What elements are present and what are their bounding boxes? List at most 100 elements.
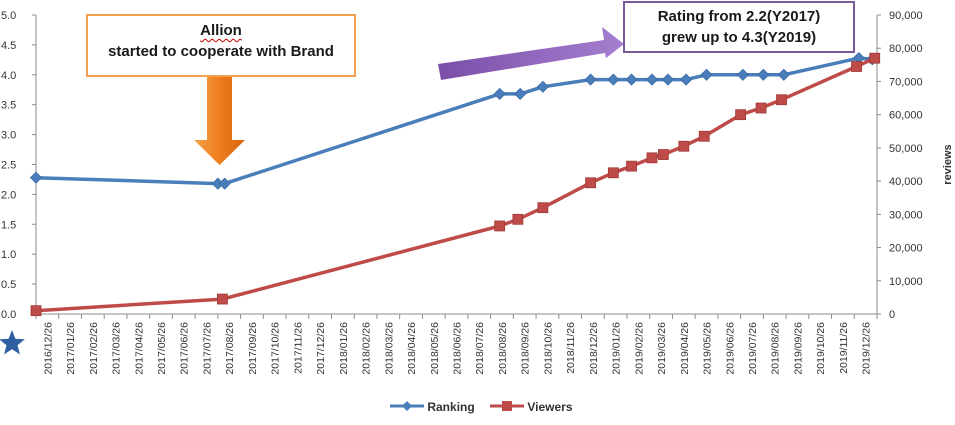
x-tick-label: 2017/05/26: [156, 322, 168, 375]
left-tick-label: 0.0: [1, 309, 16, 321]
decor-layer: [0, 27, 624, 355]
x-tick-label: 2018/11/26: [565, 322, 577, 374]
rating-callout-line1: Rating from 2.2(Y2017): [657, 8, 821, 25]
left-tick-label: 3.0: [1, 130, 16, 142]
viewers-point: [626, 160, 637, 172]
rating-callout: Rating from 2.2(Y2017) grew up to 4.3(Y2…: [623, 1, 855, 53]
ranking-point: [536, 80, 549, 93]
ranking-point: [736, 68, 749, 81]
x-tick-label: 2018/10/26: [542, 322, 554, 375]
left-tick-label: 2.0: [1, 189, 16, 201]
x-tick-label: 2019/09/26: [792, 322, 804, 375]
allion-callout-line1: Allion: [200, 22, 242, 39]
ranking-point: [29, 171, 43, 184]
ranking-point: [680, 73, 693, 86]
left-tick-label: 1.0: [1, 249, 16, 261]
x-tick-label: 2017/11/26: [292, 322, 304, 374]
viewers-point: [585, 177, 597, 189]
x-tick-label: 2016/12/26: [42, 322, 54, 375]
axes-layer: 0.0 0.5 1.0 1.5 2.0 2.5 3.0 3.5 4.0 4.5 5.0 0 10,000…: [1, 10, 954, 375]
x-tick-label: 2017/12/26: [315, 322, 327, 375]
x-tick-label: 2017/03/26: [111, 322, 123, 375]
right-tick-label: 60,000: [889, 110, 923, 122]
viewers-point: [537, 202, 549, 214]
x-tick-label: 2017/04/26: [133, 322, 145, 375]
legend-ranking: Ranking: [390, 399, 475, 414]
ranking-point: [700, 68, 713, 81]
left-tick-label: 1.5: [1, 219, 16, 231]
x-tick-label: 2017/09/26: [247, 322, 259, 375]
viewers-point: [678, 140, 690, 152]
left-tick-label: 4.5: [1, 40, 16, 52]
x-tick-label: 2019/05/26: [702, 322, 714, 375]
viewers-point: [494, 220, 506, 232]
x-tick-label: 2019/08/26: [770, 322, 782, 375]
viewers-point: [30, 305, 42, 317]
x-tick-label: 2019/07/26: [747, 322, 759, 375]
x-tick-label: 2017/06/26: [179, 322, 191, 375]
left-tick-label: 2.5: [1, 160, 16, 172]
right-axis-title: reviews: [942, 144, 954, 184]
ranking-point: [645, 73, 659, 86]
ranking-point: [625, 73, 638, 86]
x-tick-label: 2018/12/26: [588, 322, 600, 375]
ranking-point: [757, 68, 770, 81]
x-tick-label: 2017/10/26: [270, 322, 282, 375]
ranking-point: [607, 73, 620, 86]
x-tick-label: 2018/08/26: [497, 322, 509, 375]
x-tick-label: 2018/09/26: [520, 322, 532, 375]
x-tick-label: 2018/04/26: [406, 322, 418, 375]
series-layer: [29, 51, 881, 317]
x-tick-label: 2019/02/26: [633, 322, 645, 375]
x-tick-label: 2017/08/26: [224, 322, 236, 375]
legend-viewers: Viewers: [490, 399, 573, 414]
x-tick-label: 2019/10/26: [815, 322, 827, 375]
ranking-point: [661, 73, 674, 86]
left-tick-label: 3.5: [1, 100, 16, 112]
down-arrow-icon: [194, 77, 245, 165]
x-tick-label: 2018/06/26: [452, 322, 464, 375]
left-tick-label: 5.0: [1, 10, 16, 22]
ranking-point: [584, 73, 597, 86]
star-icon: [0, 330, 25, 355]
right-tick-label: 80,000: [889, 43, 923, 55]
allion-callout-line2: started to cooperate with Brand: [108, 43, 334, 60]
x-tick-label: 2018/05/26: [429, 322, 441, 375]
rating-callout-line2: grew up to 4.3(Y2019): [661, 29, 817, 46]
x-tick-label: 2017/02/26: [88, 322, 100, 375]
left-tick-label: 4.0: [1, 70, 16, 82]
viewers-point: [755, 102, 767, 114]
ranking-point: [493, 87, 506, 101]
viewers-point: [607, 167, 619, 179]
legend-ranking-swatch: [390, 401, 424, 411]
x-tick-label: 2019/06/26: [724, 322, 736, 375]
viewers-point: [698, 130, 710, 142]
right-tick-label: 40,000: [889, 176, 923, 188]
x-tick-label: 2019/12/26: [861, 322, 873, 375]
legend-ranking-label: Ranking: [427, 400, 475, 414]
right-tick-label: 50,000: [889, 143, 923, 155]
x-tick-label: 2018/01/26: [338, 322, 350, 375]
right-tick-label: 90,000: [889, 10, 923, 22]
viewers-point: [657, 149, 669, 160]
right-tick-label: 20,000: [889, 243, 923, 255]
x-tick-label: 2017/01/26: [65, 322, 77, 375]
ranking-point: [777, 68, 790, 81]
viewers-point: [646, 152, 658, 164]
x-tick-label: 2017/07/26: [201, 322, 213, 375]
purple-arrow-icon: [438, 27, 624, 80]
x-tick-label: 2018/03/26: [383, 322, 395, 375]
right-tick-label: 30,000: [889, 209, 923, 221]
viewers-point: [851, 61, 862, 72]
viewers-point: [512, 213, 524, 225]
viewers-point: [776, 94, 787, 106]
x-tick-label: 2019/01/26: [611, 322, 623, 375]
ranking-point: [514, 87, 527, 101]
viewers-point: [216, 293, 228, 305]
right-tick-label: 70,000: [889, 76, 923, 88]
viewers-point: [869, 52, 881, 64]
x-tick-label: 2018/02/26: [361, 322, 373, 375]
x-tick-label: 2019/11/26: [838, 322, 850, 374]
ranking-point: [218, 177, 231, 190]
